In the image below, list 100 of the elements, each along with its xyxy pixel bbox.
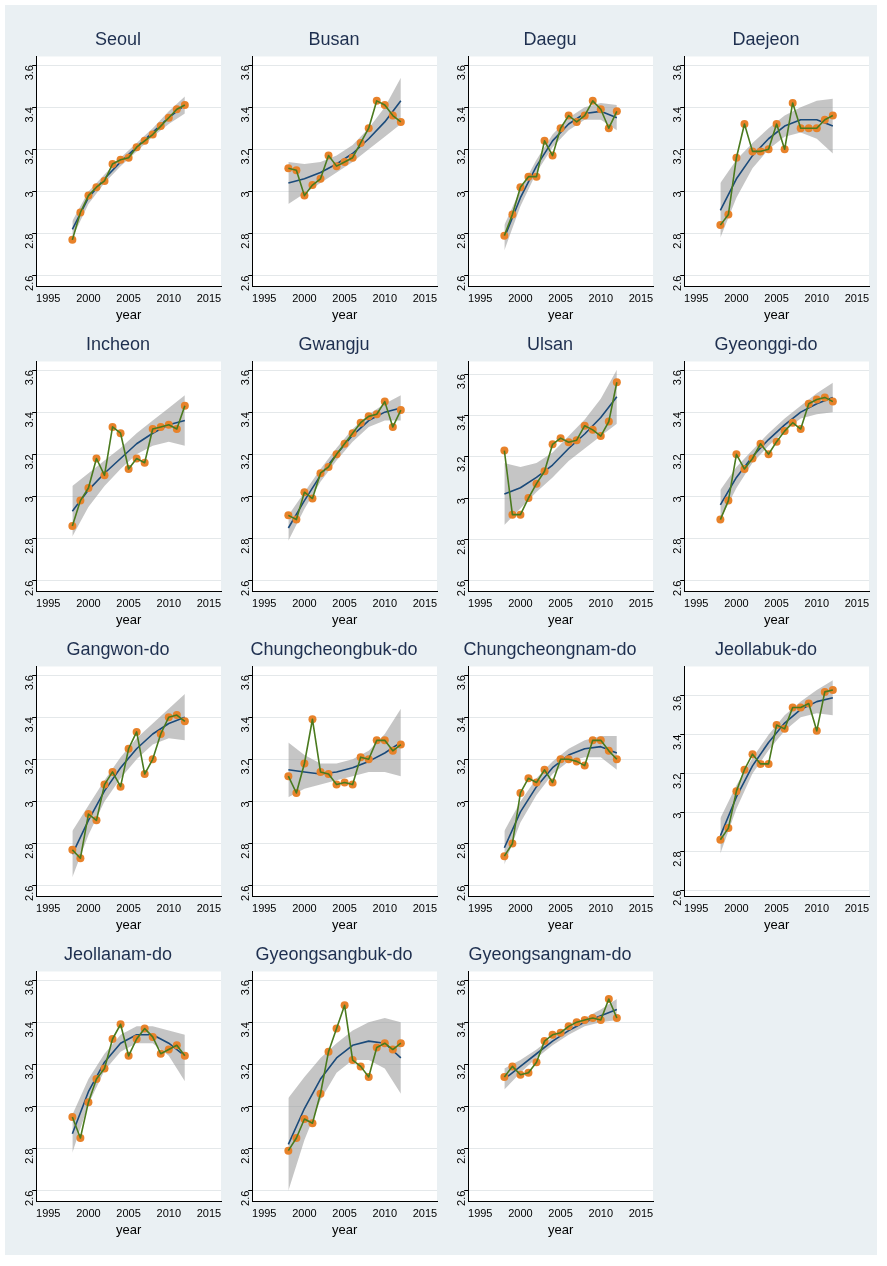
y-tick-label: 3.6 (455, 980, 468, 996)
x-tick-label: 1995 (684, 596, 709, 609)
x-axis-title: year (331, 611, 358, 627)
y-tick-label: 2.6 (671, 580, 684, 596)
x-tick-label: 1995 (468, 596, 493, 609)
x-tick-label: 2015 (196, 1206, 222, 1219)
y-tick-label: 3 (671, 191, 684, 198)
x-tick-label: 2000 (292, 596, 317, 609)
y-tick-label: 3.6 (23, 370, 36, 386)
y-tick-label: 3.2 (239, 454, 252, 470)
x-tick-label: 1995 (252, 901, 277, 914)
y-tick-label: 3.4 (239, 412, 252, 428)
x-tick-label: 2015 (412, 901, 438, 914)
y-tick-label: 3 (671, 496, 684, 503)
x-axis-title: year (763, 611, 790, 627)
x-tick-label: 2010 (588, 596, 614, 609)
x-tick-label: 2005 (764, 291, 789, 304)
y-tick-label: 2.6 (239, 1190, 252, 1206)
y-tick-label: 3.2 (23, 454, 36, 470)
x-tick-label: 2010 (588, 1206, 614, 1219)
x-tick-label: 2010 (156, 596, 182, 609)
x-tick-label: 2015 (412, 596, 438, 609)
y-tick-label: 3.2 (23, 759, 36, 775)
y-tick-label: 3.2 (23, 1064, 36, 1080)
y-tick-label: 2.8 (455, 843, 468, 859)
y-tick-label: 3.2 (455, 456, 468, 473)
y-tick-label: 3.4 (671, 734, 684, 750)
y-tick-label: 3.2 (239, 149, 252, 165)
x-axis-title: year (331, 1221, 358, 1237)
chart-title: Busan (308, 28, 360, 49)
x-axis-title: year (115, 611, 142, 627)
x-tick-label: 1995 (36, 596, 61, 609)
y-tick-label: 3.4 (455, 107, 468, 123)
y-tick-label: 2.6 (239, 885, 252, 901)
y-tick-label: 3.2 (671, 773, 684, 789)
x-tick-label: 2010 (804, 596, 830, 609)
x-tick-label: 2010 (588, 291, 614, 304)
y-tick-label: 3.6 (239, 980, 252, 996)
x-tick-label: 2000 (508, 596, 533, 609)
y-tick-label: 3.4 (23, 717, 36, 733)
y-tick-label: 3 (23, 496, 36, 503)
y-tick-label: 2.6 (23, 275, 36, 291)
y-tick-label: 2.6 (455, 275, 468, 291)
y-tick-label: 3 (23, 1106, 36, 1113)
chart-title: Chungcheongnam-do (463, 638, 637, 659)
y-tick-label: 2.8 (455, 1148, 468, 1164)
y-tick-label: 2.8 (455, 539, 468, 555)
x-tick-label: 1995 (36, 901, 61, 914)
y-tick-label: 3 (239, 1106, 252, 1113)
x-axis-title: year (331, 916, 358, 932)
y-tick-label: 3.6 (455, 65, 468, 81)
x-tick-label: 2015 (412, 1206, 438, 1219)
chart-title: Daejeon (732, 28, 800, 49)
x-tick-label: 2005 (116, 1206, 141, 1219)
x-tick-label: 2005 (116, 596, 141, 609)
chart-title: Jeollanam-do (63, 943, 173, 964)
chart-title: Daegu (523, 28, 577, 49)
x-tick-label: 2000 (76, 901, 101, 914)
chart-title: Gwangju (298, 333, 370, 354)
y-tick-label: 3.6 (671, 370, 684, 386)
x-tick-label: 1995 (252, 1206, 277, 1219)
x-tick-label: 2010 (804, 901, 830, 914)
chart-title: Chungcheongbuk-do (250, 638, 418, 659)
x-tick-label: 1995 (684, 291, 709, 304)
y-tick-label: 2.6 (239, 580, 252, 596)
x-axis-title: year (115, 1221, 142, 1237)
x-tick-label: 2010 (588, 901, 614, 914)
x-tick-label: 2005 (116, 291, 141, 304)
x-axis-title: year (547, 916, 574, 932)
x-tick-label: 2005 (548, 1206, 573, 1219)
x-tick-label: 2015 (844, 596, 870, 609)
y-tick-label: 2.6 (671, 890, 684, 906)
x-tick-label: 2005 (332, 291, 357, 304)
x-tick-label: 2005 (548, 596, 573, 609)
y-tick-label: 3 (455, 1106, 468, 1113)
chart-title: Gyeonggi-do (714, 333, 818, 354)
y-tick-label: 3.2 (671, 454, 684, 470)
y-tick-label: 3.6 (239, 65, 252, 81)
x-tick-label: 2015 (628, 1206, 654, 1219)
y-tick-label: 3.6 (671, 65, 684, 81)
x-tick-label: 2015 (196, 596, 222, 609)
x-tick-label: 2005 (332, 596, 357, 609)
y-tick-label: 2.8 (455, 233, 468, 249)
chart-title: Incheon (85, 333, 151, 354)
x-tick-label: 2000 (724, 901, 749, 914)
x-tick-label: 2015 (628, 901, 654, 914)
x-tick-label: 2000 (76, 596, 101, 609)
x-tick-label: 2000 (508, 291, 533, 304)
y-tick-label: 2.8 (23, 843, 36, 859)
y-tick-label: 3 (23, 191, 36, 198)
y-tick-label: 2.8 (23, 538, 36, 554)
y-tick-label: 3 (23, 801, 36, 808)
y-tick-label: 3.6 (23, 675, 36, 691)
x-tick-label: 2005 (332, 901, 357, 914)
x-tick-label: 2005 (764, 596, 789, 609)
x-tick-label: 2015 (844, 291, 870, 304)
x-tick-label: 2010 (804, 291, 830, 304)
x-axis-title: year (115, 306, 142, 322)
y-tick-label: 2.6 (455, 580, 468, 597)
x-tick-label: 2000 (292, 901, 317, 914)
